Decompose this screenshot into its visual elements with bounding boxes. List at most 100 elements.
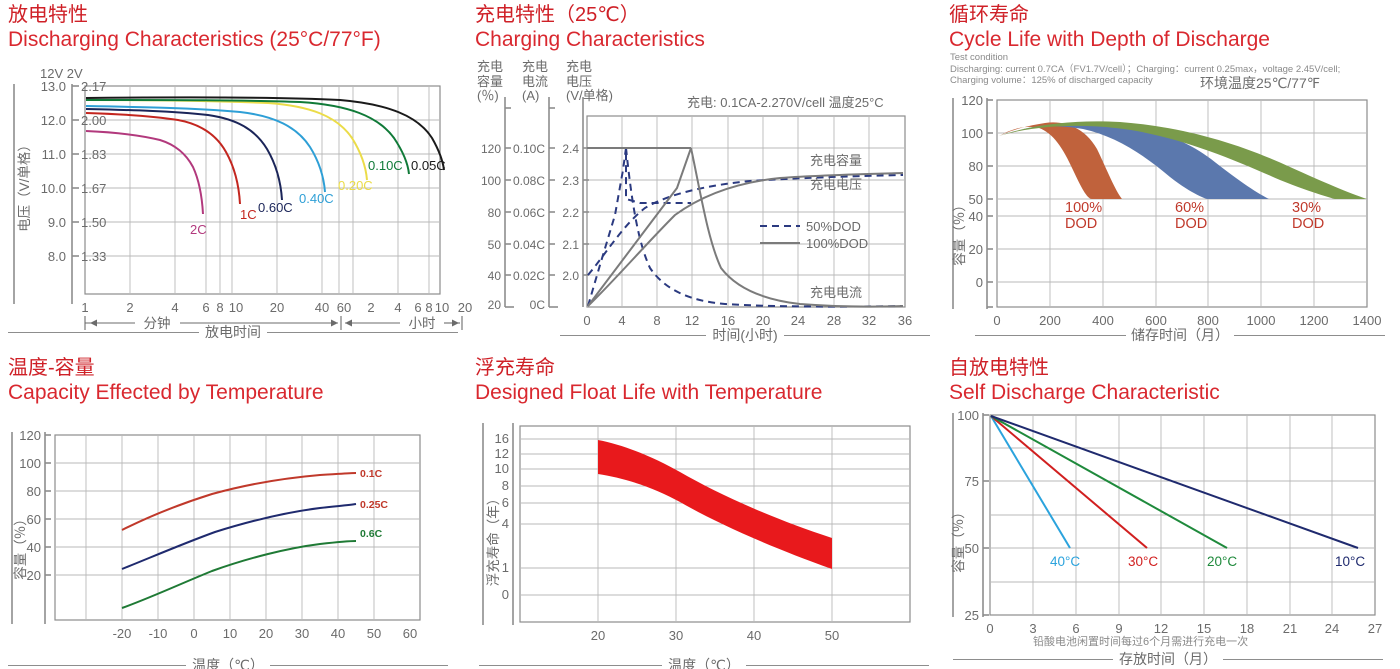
curve-06c-captemp xyxy=(121,540,357,609)
ct-x-0: 0 xyxy=(190,626,197,641)
rule-left xyxy=(953,658,1113,660)
curve-voltage-100dod xyxy=(587,147,692,307)
sd-x-15: 15 xyxy=(1197,621,1211,636)
ct-x--10: -10 xyxy=(149,626,168,641)
fl-y-12: 12 xyxy=(495,446,509,461)
sd-y-25: 25 xyxy=(965,608,979,623)
y-tick-2v-1: 2.00 xyxy=(81,113,106,128)
cur-tick-010: 0.10C xyxy=(513,142,545,156)
cl-y-100: 100 xyxy=(961,126,983,141)
curve-020c xyxy=(85,99,368,181)
cl-y-50: 50 xyxy=(969,192,983,207)
rule-right xyxy=(269,664,449,666)
charging-x-axis-title: 时间(小时) xyxy=(712,327,778,343)
ct-y-120: 120 xyxy=(19,428,41,443)
panel-self-discharge: 自放电特性 Self Discharge Characteristic xyxy=(935,339,1400,669)
panel-charging-title-en: Charging Characteristics xyxy=(475,28,705,51)
rule-right xyxy=(745,664,930,666)
y-tick-12v-5: 8.0 xyxy=(48,249,66,264)
curve-20c-selfdis xyxy=(990,415,1228,549)
panel-capacity-temperature: 温度-容量 Capacity Effected by Temperature xyxy=(0,339,465,669)
rule-left xyxy=(8,331,199,333)
ct-y-60: 60 xyxy=(27,512,41,527)
cur-tick-002: 0.02C xyxy=(513,269,545,283)
cl-y-80: 80 xyxy=(969,159,983,174)
x-tick-1: 1 xyxy=(81,300,88,315)
cap-tick-20: 20 xyxy=(488,298,502,312)
floatlife-x-axis-title-wrap: 温度（℃） xyxy=(479,655,930,669)
vol-tick-20: 2.0 xyxy=(562,269,579,283)
cap-tick-80: 80 xyxy=(488,206,502,220)
cl-x-1000: 1000 xyxy=(1247,313,1276,328)
rule-right xyxy=(1223,658,1383,660)
floatlife-x-axis-title: 温度（℃） xyxy=(668,657,740,669)
cycle-life-temp-note: 环境温度25℃/77℉ xyxy=(1200,75,1321,91)
x-tick-40: 40 xyxy=(315,300,329,315)
chg-x-28: 28 xyxy=(827,313,841,328)
chg-x-0: 0 xyxy=(583,313,590,328)
ct-y-20: 20 xyxy=(27,568,41,583)
discharging-x-axis-title-wrap: 放电时间 xyxy=(8,322,458,342)
curve-label-1c: 1C xyxy=(240,207,257,222)
curve-010c xyxy=(85,99,410,175)
cl-x-0: 0 xyxy=(993,313,1000,328)
capacity-temperature-chart: 120 100 80 60 40 20 0.1C 0.25C 0.6C -20 … xyxy=(11,428,421,641)
fl-y-10: 10 xyxy=(495,461,509,476)
band-60-dod xyxy=(999,122,1269,199)
curve-capacity-50dod xyxy=(587,174,904,276)
cl-label-30-line2: DOD xyxy=(1292,216,1324,232)
vol-tick-21: 2.1 xyxy=(562,238,579,252)
fl-x-40: 40 xyxy=(747,628,761,643)
captemp-x-axis-title: 温度（℃） xyxy=(192,657,264,669)
sd-x-12: 12 xyxy=(1154,621,1168,636)
y-tick-12v-2: 11.0 xyxy=(42,147,66,162)
cur-tick-0: 0C xyxy=(530,298,546,312)
sd-y-75: 75 xyxy=(965,474,979,489)
cl-x-800: 800 xyxy=(1197,313,1219,328)
ct-x-20: 20 xyxy=(259,626,273,641)
x-tick-8: 8 xyxy=(216,300,223,315)
sd-label-40c: 40°C xyxy=(1050,554,1080,569)
fl-y-16: 16 xyxy=(495,431,509,446)
ct-y-80: 80 xyxy=(27,484,41,499)
selfdis-note: 铅酸电池闲置时间每过6个月需进行充电一次 xyxy=(1033,636,1249,648)
ct-y-40: 40 xyxy=(27,540,41,555)
captemp-y-axis-title: 容量（％） xyxy=(13,512,28,580)
discharging-y-axis-title: 电压（V/单格） xyxy=(17,138,32,232)
curve-040c xyxy=(85,105,326,193)
x-tick-6: 6 xyxy=(202,300,209,315)
label-charge-capacity: 充电容量 xyxy=(810,153,862,168)
ct-x-60: 60 xyxy=(403,626,417,641)
cl-x-1200: 1200 xyxy=(1300,313,1329,328)
panel-charging: 充电特性（25℃） Charging Characteristics 充电 容量… xyxy=(465,0,935,345)
cur-tick-006: 0.06C xyxy=(513,206,545,220)
ct-x-50: 50 xyxy=(367,626,381,641)
x-tick-h2: 2 xyxy=(367,300,374,315)
charging-note: 充电: 0.1CA-2.270V/cell 温度25°C xyxy=(687,95,884,110)
rule-left xyxy=(8,664,187,666)
curve-label-040c: 0.40C xyxy=(299,191,334,206)
charging-legend: 50%DOD 100%DOD xyxy=(760,219,868,251)
cl-label-100-line2: DOD xyxy=(1065,216,1097,232)
x-tick-60: 60 xyxy=(337,300,351,315)
charging-axis-head-voltage: 充电 电压 (V/单格) xyxy=(566,59,613,103)
y-tick-2v-2: 1.83 xyxy=(81,147,106,162)
y-tick-12v-3: 10.0 xyxy=(41,181,66,196)
charging-axis-head-current: 充电 电流 (A) xyxy=(522,59,549,103)
rule-left xyxy=(560,334,707,336)
sd-label-20c: 20°C xyxy=(1207,554,1237,569)
cl-y-20: 20 xyxy=(969,242,983,257)
x-group-hours: 小时 xyxy=(409,316,436,331)
fl-y-8: 8 xyxy=(502,478,509,493)
panel-discharging: 放电特性 Discharging Characteristics (25°C/7… xyxy=(0,0,472,345)
curve-voltage-50dod xyxy=(587,147,691,307)
fl-x-20: 20 xyxy=(591,628,605,643)
panel-discharging-title-cn: 放电特性 xyxy=(8,4,88,26)
charging-x-axis-title-wrap: 时间(小时) xyxy=(560,325,931,345)
cap-tick-100: 100 xyxy=(481,174,501,188)
panel-cycle-life: 循环寿命 Cycle Life with Depth of Discharge … xyxy=(935,0,1400,345)
sd-label-10c: 10°C xyxy=(1335,554,1365,569)
curve-capacity-100dod xyxy=(587,172,904,307)
selfdis-y-axis-title: 容量（％） xyxy=(951,505,966,573)
